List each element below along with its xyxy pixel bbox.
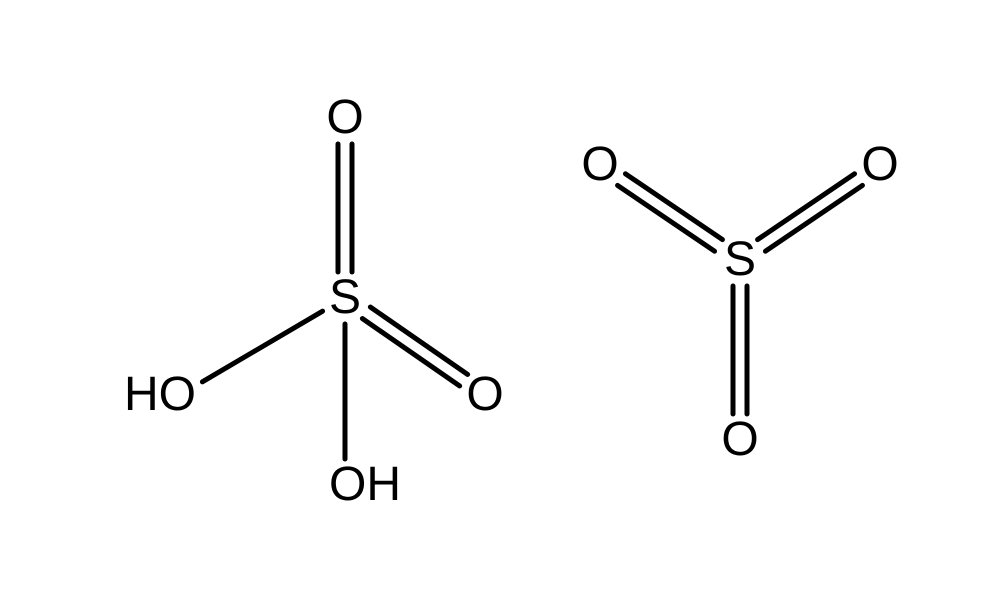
- bond-layer: [0, 0, 1000, 598]
- atom-o1a: O: [326, 94, 363, 142]
- atom-oh1b: OH: [329, 461, 401, 509]
- atom-o2b: O: [861, 141, 898, 189]
- atom-o2a: O: [581, 141, 618, 189]
- atom-o1b: O: [466, 371, 503, 419]
- atom-o2c: O: [721, 416, 758, 464]
- atom-s1: S: [329, 274, 361, 322]
- atom-oh1a: HO: [124, 371, 196, 419]
- diagram-canvas: S O O HO OH S O O O: [0, 0, 1000, 598]
- atom-s2: S: [724, 236, 756, 284]
